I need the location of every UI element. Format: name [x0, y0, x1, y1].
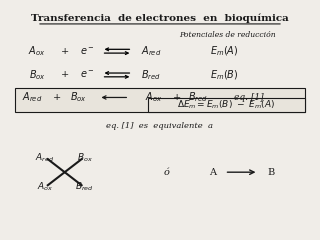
- Text: $B_{ox}$: $B_{ox}$: [77, 151, 92, 164]
- Text: A: A: [209, 168, 216, 177]
- Text: $B_{red}$: $B_{red}$: [188, 90, 208, 104]
- Text: B: B: [267, 168, 274, 177]
- FancyBboxPatch shape: [148, 98, 305, 112]
- Text: +: +: [173, 93, 181, 102]
- Text: +: +: [53, 93, 61, 102]
- Text: +: +: [60, 47, 69, 56]
- Text: $B_{red}$: $B_{red}$: [75, 181, 94, 193]
- Text: $A_{red}$: $A_{red}$: [140, 44, 161, 58]
- Text: ó: ó: [163, 168, 169, 177]
- Text: $E_m(B)$: $E_m(B)$: [210, 68, 239, 82]
- Text: +: +: [60, 70, 69, 79]
- Text: $E_m(A)$: $E_m(A)$: [210, 44, 239, 58]
- Text: $A_{red}$: $A_{red}$: [22, 90, 43, 104]
- Text: $B_{ox}$: $B_{ox}$: [70, 90, 87, 104]
- Text: $A_{ox}$: $A_{ox}$: [28, 44, 46, 58]
- Text: $e^-$: $e^-$: [80, 46, 95, 57]
- Text: $B_{red}$: $B_{red}$: [141, 68, 161, 82]
- FancyBboxPatch shape: [15, 88, 305, 112]
- Text: $e^-$: $e^-$: [80, 69, 95, 80]
- Text: $\Delta E_m = E_m(B)\ -\ E_m(A)$: $\Delta E_m = E_m(B)\ -\ E_m(A)$: [177, 98, 275, 111]
- Text: Potenciales de reducción: Potenciales de reducción: [179, 31, 276, 39]
- Text: eq. [1]  es  equivalente  a: eq. [1] es equivalente a: [107, 122, 213, 130]
- Text: eq. [1]: eq. [1]: [234, 93, 264, 102]
- Text: $A_{red}$: $A_{red}$: [35, 151, 54, 164]
- Text: $A_{ox}$: $A_{ox}$: [145, 90, 163, 104]
- Text: $B_{ox}$: $B_{ox}$: [28, 68, 45, 82]
- Text: $A_{ox}$: $A_{ox}$: [36, 181, 53, 193]
- Text: Transferencia  de electrones  en  bioquímica: Transferencia de electrones en bioquímic…: [31, 13, 289, 23]
